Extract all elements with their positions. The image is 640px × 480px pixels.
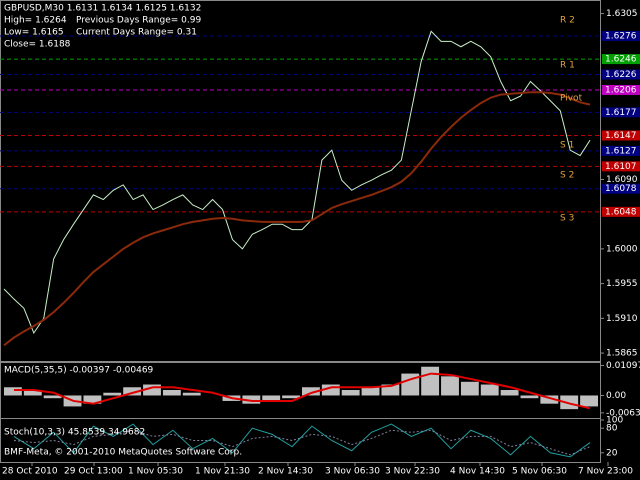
- macd-bar: [123, 387, 142, 396]
- pivot-label: R 1: [560, 61, 575, 71]
- level-label: 1.6127: [605, 146, 637, 156]
- stoch-line: [13, 429, 591, 456]
- level-label-box: [602, 130, 640, 141]
- macd-bar: [500, 390, 519, 396]
- stoch-line: [13, 423, 591, 458]
- level-label: 1.6147: [605, 131, 637, 141]
- y-tick-label: -0.00635: [606, 408, 640, 418]
- macd-bar: [242, 395, 261, 404]
- header-symbol: GBPUSD,M30 1.6131 1.6134 1.6125 1.6132: [4, 4, 201, 14]
- level-label: 1.6177: [605, 108, 637, 118]
- price-line: [3, 30, 591, 335]
- main-frame: [0, 0, 601, 362]
- y-tick-label: 1.6305: [606, 9, 638, 19]
- y-tick-label: 1.6090: [606, 175, 638, 185]
- level-label: 1.6276: [605, 31, 637, 41]
- macd-bar: [143, 384, 161, 396]
- x-tick-label: 1 Nov 21:30: [195, 467, 250, 477]
- macd-bar: [302, 387, 320, 396]
- x-tick-label: 28 Oct 2010: [2, 467, 58, 477]
- macd-bar: [341, 390, 360, 396]
- level-label-box: [602, 107, 640, 118]
- macd-bar: [361, 387, 380, 396]
- macd-bar: [23, 390, 42, 396]
- level-label: 1.6226: [605, 70, 637, 80]
- pivot-label: R 2: [560, 16, 575, 26]
- stoch-frame: [0, 418, 601, 463]
- macd-bar: [282, 395, 300, 399]
- x-tick-label: 4 Nov 14:30: [450, 467, 505, 477]
- macd-bar: [182, 392, 201, 396]
- pivot-label: S 3: [560, 214, 574, 224]
- macd-bar: [540, 395, 559, 404]
- level-label-box: [602, 206, 640, 217]
- macd-bar: [441, 376, 459, 396]
- macd-signal: [13, 372, 591, 410]
- macd-bar: [162, 390, 181, 396]
- x-tick-label: 2 Nov 14:30: [258, 467, 313, 477]
- macd-bar: [460, 381, 479, 396]
- level-label-box: [602, 54, 640, 65]
- price-line: [3, 91, 591, 347]
- level-label-box: [602, 161, 640, 172]
- level-label-box: [602, 69, 640, 80]
- macd-bar: [83, 395, 102, 404]
- y-tick-label: 1.5865: [606, 349, 638, 359]
- macd-bar: [43, 395, 62, 399]
- level-label: 1.6078: [605, 184, 637, 194]
- header-low: Low= 1.6165: [4, 28, 64, 38]
- x-tick-label: 3 Nov 06:30: [325, 467, 380, 477]
- y-tick-label: 20: [606, 448, 618, 458]
- pivot-label: Pivot: [560, 94, 583, 104]
- footer: BMF-Meta, © 2001-2010 MetaQuotes Softwar…: [4, 448, 242, 458]
- y-tick-label: 0.00: [606, 391, 626, 401]
- header-close: Close= 1.6188: [4, 40, 71, 50]
- level-label: 1.6107: [605, 162, 637, 172]
- y-tick-label: 1.5910: [606, 314, 638, 324]
- header-high: High= 1.6264: [4, 16, 67, 26]
- pivot-label: S 1: [560, 141, 574, 151]
- level-label-box: [602, 183, 640, 194]
- x-tick-label: 29 Oct 13:00: [64, 467, 123, 477]
- y-tick-label: 1.5955: [606, 279, 638, 289]
- macd-bar: [321, 384, 340, 396]
- y-tick-label: 1.6000: [606, 244, 638, 254]
- macd-bar: [520, 395, 539, 399]
- macd-bar: [480, 384, 499, 396]
- plot-layer: 1.6305 1.6090 1.6000 1.5955 1.5910 1.5865 1.62…: [0, 9, 640, 477]
- level-label-box: [602, 145, 640, 156]
- level-label-box: [602, 30, 640, 41]
- x-tick-label: 1 Nov 05:30: [128, 467, 183, 477]
- macd-bar: [560, 395, 579, 410]
- y-tick-label: 100: [606, 416, 623, 426]
- macd-bar: [103, 392, 122, 396]
- level-label: 1.6048: [605, 207, 637, 217]
- x-tick-label: 3 Nov 22:30: [385, 467, 440, 477]
- stoch-title: Stoch(10,3,3) 45.8539 34.9682: [4, 428, 145, 438]
- header-prev-range: Previous Days Range= 0.99: [76, 16, 201, 26]
- level-label-box: [602, 84, 640, 95]
- macd-bar: [4, 387, 22, 396]
- header-curr-range: Current Days Range= 0.31: [76, 28, 197, 38]
- x-tick-label: 7 Nov 23:00: [578, 467, 633, 477]
- level-label: 1.6206: [605, 85, 637, 95]
- x-tick-label: 5 Nov 06:30: [512, 467, 567, 477]
- macd-bar: [381, 384, 400, 396]
- macd-bar: [421, 366, 440, 396]
- macd-title: MACD(5,35,5) -0.00397 -0.00469: [4, 366, 154, 376]
- macd-bar: [580, 395, 598, 407]
- level-label: 1.6246: [605, 55, 637, 65]
- y-tick-label: 80: [606, 424, 618, 434]
- pivot-label: S 2: [560, 171, 574, 181]
- macd-bar: [262, 395, 281, 401]
- y-tick-label: 0.01097: [606, 361, 640, 371]
